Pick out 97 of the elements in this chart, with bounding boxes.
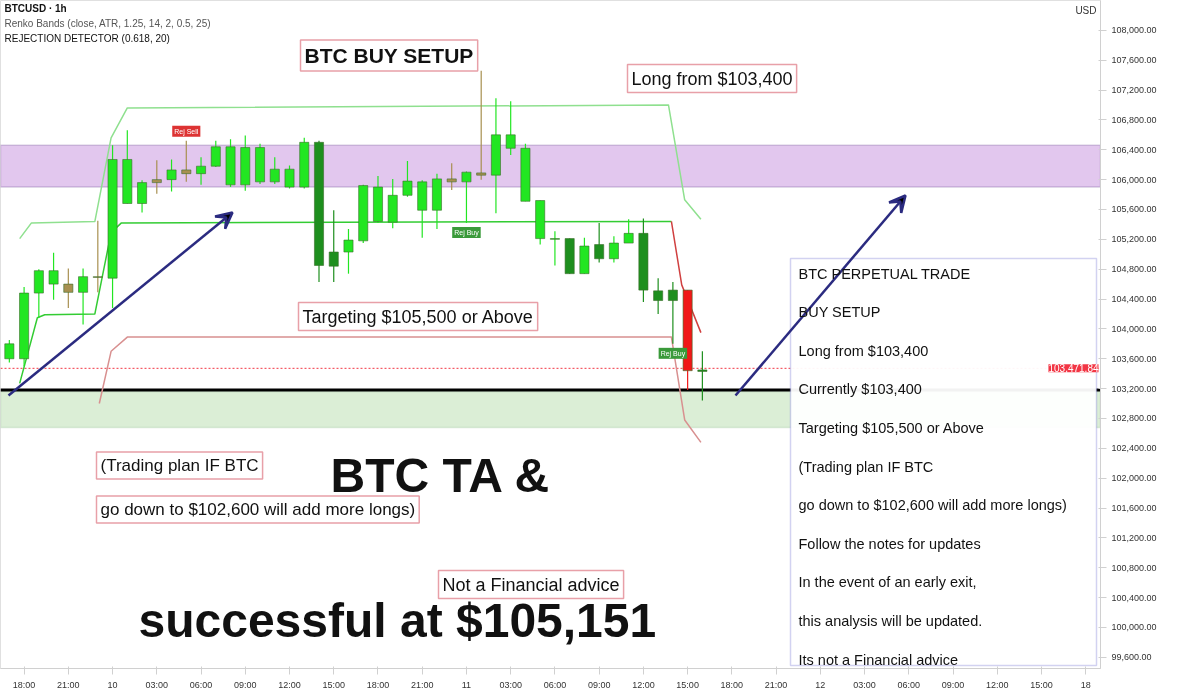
x-tick-label: 12 bbox=[815, 679, 826, 690]
candlestick bbox=[33, 268, 44, 319]
x-tick-label: 21:00 bbox=[764, 679, 788, 690]
y-tick-label: 106,800.00 bbox=[1111, 114, 1157, 125]
candlestick bbox=[328, 209, 339, 283]
text: Renko Bands (close, ATR, 1.25, 14, 2, 0.5, 25) bbox=[4, 18, 211, 29]
x-tick-label: 12:00 bbox=[632, 679, 655, 690]
y-tick-label: 100,000.00 bbox=[1111, 622, 1157, 633]
y-tick-label: 105,200.00 bbox=[1111, 234, 1157, 245]
x-tick-label: 10 bbox=[107, 679, 118, 690]
y-tick-label: 105,600.00 bbox=[1111, 204, 1157, 215]
y-tick-label: 100,400.00 bbox=[1111, 592, 1157, 603]
annotation: BTC TA & bbox=[330, 449, 550, 502]
x-tick-label: 15:00 bbox=[1030, 679, 1053, 690]
y-tick-label: 104,000.00 bbox=[1111, 323, 1157, 334]
candlestick bbox=[284, 164, 295, 190]
x-tick-label: 18:00 bbox=[366, 679, 390, 690]
x-tick-label: 12:00 bbox=[986, 679, 1009, 690]
y-tick-label: 108,000.00 bbox=[1111, 25, 1157, 36]
candlestick bbox=[92, 220, 103, 293]
x-tick-label: 21:00 bbox=[57, 679, 80, 690]
annotation: Its not a Financial advice bbox=[798, 651, 959, 668]
x-tick-label: 06:00 bbox=[543, 679, 567, 690]
annotation: go down to $102,600 will add more longs) bbox=[100, 500, 416, 519]
annotation: In the event of an early exit, bbox=[798, 574, 977, 591]
ref-line-label: 103,471.84 bbox=[1048, 363, 1099, 375]
y-tick-label: 104,800.00 bbox=[1111, 264, 1157, 275]
x-tick-label: 03:00 bbox=[499, 679, 522, 690]
x-tick-label: 12:00 bbox=[278, 679, 301, 690]
candlestick bbox=[550, 230, 560, 267]
candlestick bbox=[697, 350, 708, 402]
y-tick-label: 106,400.00 bbox=[1111, 144, 1157, 155]
candlestick bbox=[402, 160, 413, 198]
candlestick bbox=[196, 156, 206, 186]
y-tick-label: 99,600.00 bbox=[1111, 652, 1152, 663]
x-tick-label: 06:00 bbox=[189, 679, 213, 690]
candlestick bbox=[343, 228, 354, 275]
annotation: Currently $103,400 bbox=[798, 381, 922, 398]
annotation: REJECTION DETECTOR (0.618, 20) bbox=[4, 33, 170, 44]
x-tick-label: 18:00 bbox=[12, 679, 36, 690]
annotation: Follow the notes for updates bbox=[798, 535, 981, 552]
candlestick bbox=[668, 281, 678, 345]
candlestick bbox=[446, 162, 457, 191]
candlestick bbox=[181, 140, 192, 183]
x-tick-label: 09:00 bbox=[234, 679, 257, 690]
x-tick-label: 18 bbox=[1080, 679, 1091, 690]
y-tick-label: 107,600.00 bbox=[1111, 55, 1157, 66]
y-tick-label: 102,400.00 bbox=[1111, 443, 1157, 454]
x-tick-label: 09:00 bbox=[941, 679, 965, 690]
candlestick bbox=[476, 70, 487, 181]
y-tick-label: 103,200.00 bbox=[1111, 383, 1157, 394]
y-axis-title: USD bbox=[1075, 5, 1097, 16]
candlestick bbox=[4, 339, 15, 364]
x-tick-label: 15:00 bbox=[322, 679, 346, 690]
annotation: Long from $103,400 bbox=[798, 342, 929, 359]
x-tick-label: 15:00 bbox=[676, 679, 699, 690]
candlestick bbox=[505, 100, 516, 156]
candlestick bbox=[78, 267, 88, 326]
annotation: Targeting $105,500 or Above bbox=[302, 306, 533, 327]
candlestick bbox=[166, 158, 177, 193]
candlestick bbox=[210, 140, 221, 168]
y-tick-label: 102,000.00 bbox=[1111, 473, 1157, 484]
candlestick bbox=[461, 170, 472, 224]
x-tick-label: 18:00 bbox=[720, 679, 744, 690]
y-tick-label: 101,200.00 bbox=[1111, 532, 1157, 543]
annotation: Long from $103,400 bbox=[631, 68, 793, 89]
candlestick bbox=[653, 277, 664, 315]
x-tick-label: 21:00 bbox=[410, 679, 434, 690]
candlestick bbox=[63, 267, 74, 309]
y-tick-label: 106,000.00 bbox=[1111, 174, 1157, 185]
candlestick bbox=[269, 156, 280, 185]
x-tick-label: 09:00 bbox=[587, 679, 611, 690]
y-tick-label: 104,400.00 bbox=[1111, 294, 1157, 305]
x-tick-label: 06:00 bbox=[897, 679, 921, 690]
candlestick bbox=[594, 222, 605, 264]
annotation: Targeting $105,500 or Above bbox=[798, 419, 984, 436]
annotation: Not a Financial advice bbox=[442, 574, 620, 595]
candlestick bbox=[48, 252, 59, 301]
y-tick-label: 103,600.00 bbox=[1111, 353, 1157, 364]
candlestick bbox=[609, 235, 619, 264]
annotation: go down to $102,600 will add more longs) bbox=[798, 497, 1067, 514]
y-tick-label: 100,800.00 bbox=[1111, 562, 1157, 573]
chart-title: BTCUSD · 1h bbox=[4, 3, 67, 14]
y-tick-label: 107,200.00 bbox=[1111, 85, 1157, 96]
candlestick bbox=[623, 218, 634, 244]
annotation: BTC BUY SETUP bbox=[304, 44, 474, 67]
x-tick-label: 03:00 bbox=[853, 679, 876, 690]
candlestick bbox=[137, 179, 147, 214]
y-tick-label: 101,600.00 bbox=[1111, 503, 1157, 514]
x-tick-label: 11 bbox=[461, 679, 472, 690]
annotation: successful at $105,151 bbox=[138, 594, 657, 647]
annotation: (Trading plan IF BTC bbox=[100, 456, 259, 475]
y-tick-label: 102,800.00 bbox=[1111, 413, 1157, 424]
candlestick bbox=[151, 159, 162, 195]
x-tick-label: 03:00 bbox=[145, 679, 169, 690]
annotation: (Trading plan IF BTC bbox=[798, 458, 934, 475]
annotation: this analysis will be updated. bbox=[798, 612, 983, 629]
